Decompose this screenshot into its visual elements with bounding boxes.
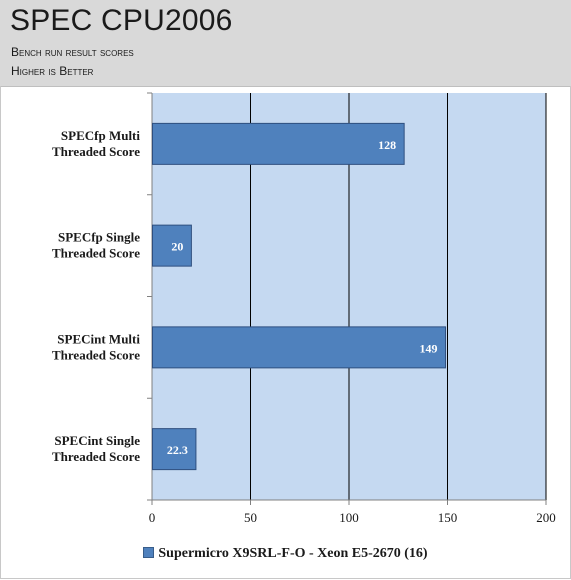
category-label: Threaded Score — [52, 347, 140, 362]
chart-subtitle-line-2: Higher is Better — [11, 64, 94, 78]
category-label: Threaded Score — [52, 246, 140, 261]
x-tick-label: 100 — [339, 510, 359, 525]
bar — [152, 122, 405, 165]
x-tick-label: 200 — [536, 510, 556, 525]
data-label: 22.3 — [167, 443, 188, 457]
chart-legend: Supermicro X9SRL-F-O - Xeon E5-2670 (16) — [0, 546, 571, 562]
bar — [152, 224, 192, 267]
data-label: 149 — [420, 341, 438, 355]
bar — [152, 326, 447, 369]
category-label: SPECfp Single — [58, 230, 140, 245]
chart-header: SPEC CPU2006 Bench run result scores Hig… — [0, 0, 571, 87]
x-tick-label: 150 — [438, 510, 458, 525]
legend-swatch — [143, 547, 155, 559]
legend-label: Supermicro X9SRL-F-O - Xeon E5-2670 (16) — [158, 546, 428, 561]
chart-title: SPEC CPU2006 — [10, 4, 233, 37]
data-label: 128 — [378, 138, 396, 152]
data-label: 20 — [171, 240, 183, 254]
category-label: Threaded Score — [52, 144, 140, 159]
x-tick-label: 50 — [244, 510, 257, 525]
bar — [152, 428, 197, 471]
category-label: SPECint Single — [54, 433, 140, 448]
x-tick-label: 0 — [149, 510, 156, 525]
category-label: SPECfp Multi — [61, 128, 140, 143]
category-label: Threaded Score — [52, 449, 140, 464]
category-label: SPECint Multi — [57, 331, 140, 346]
chart-subtitle-line-1: Bench run result scores — [11, 45, 134, 59]
